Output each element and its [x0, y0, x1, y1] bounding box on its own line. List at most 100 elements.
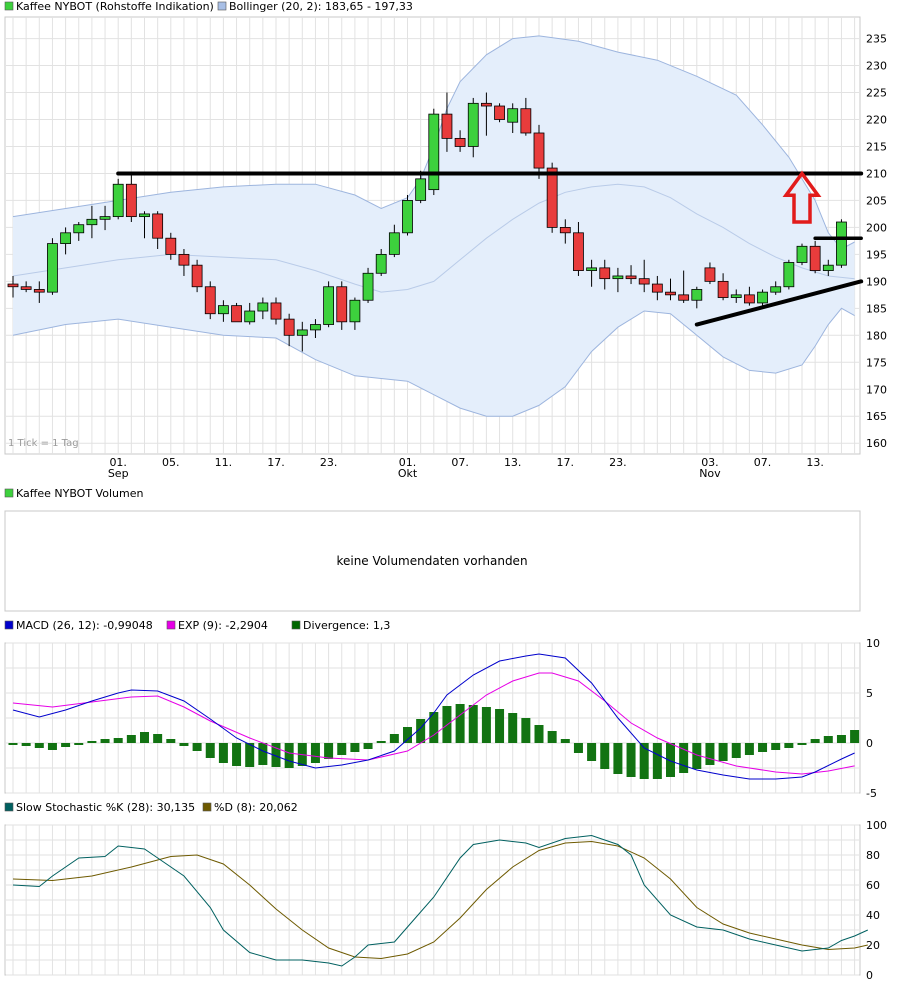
x-tick-label: 07.: [451, 456, 469, 469]
candle-up: [691, 289, 703, 301]
tick-note: 1 Tick = 1 Tag: [8, 438, 79, 449]
divergence-bar: [284, 743, 294, 768]
legend-label: Kaffee NYBOT (Rohstoffe Indikation): [16, 0, 214, 13]
x-tick-month: Okt: [398, 467, 418, 480]
stochastic-d-line: [12, 840, 868, 960]
candle-up: [415, 178, 427, 201]
divergence-bar: [126, 735, 136, 743]
candle-down: [204, 286, 216, 315]
candle-up: [217, 305, 229, 315]
divergence-bar: [521, 718, 531, 743]
divergence-bar: [468, 705, 478, 743]
y-tick-label: 20: [866, 939, 880, 952]
divergence-bar: [47, 743, 57, 750]
y-tick-label: 210: [866, 167, 887, 180]
bollinger-upper-line: [12, 35, 855, 250]
divergence-bar: [823, 736, 833, 743]
divergence-bar: [192, 743, 202, 751]
divergence-bar: [573, 743, 583, 753]
divergence-bar: [337, 743, 347, 755]
candle-down: [625, 275, 637, 280]
volume-legend: Kaffee NYBOT Volumen: [4, 487, 143, 500]
candle-down: [744, 294, 755, 304]
divergence-bar: [74, 743, 84, 745]
candle-down: [638, 278, 650, 285]
divergence-bar: [389, 734, 399, 743]
candle-down: [546, 167, 558, 228]
y-tick-label: 5: [866, 687, 873, 700]
divergence-bars: [8, 704, 860, 779]
divergence-bar: [324, 743, 334, 759]
legend-label: Slow Stochastic %K (28): 30,135: [16, 801, 195, 814]
candle-down: [599, 267, 611, 280]
candle-up: [770, 286, 782, 293]
stochastic-y-axis: 0 20 40 60 80 100: [866, 819, 887, 982]
candle-up: [296, 329, 308, 336]
divergence-bar: [547, 731, 557, 743]
divergence-bar: [758, 743, 768, 752]
macd-legend: MACD (26, 12): -0,99048 EXP (9): -2,2904 D…: [4, 619, 390, 632]
candle-down: [152, 213, 164, 239]
divergence-bar: [271, 743, 281, 767]
x-tick-label: 23.: [320, 456, 338, 469]
y-tick-label: 10: [866, 637, 880, 650]
candle-up: [428, 113, 440, 191]
legend-label: %D (8): 20,062: [214, 801, 298, 814]
divergence-bar: [534, 725, 544, 743]
divergence-bar: [61, 743, 71, 747]
candle-up: [783, 262, 795, 288]
divergence-bar: [350, 743, 360, 752]
candle-down: [494, 105, 505, 120]
divergence-bar: [705, 743, 715, 765]
divergence-bar: [232, 743, 242, 766]
y-tick-label: 180: [866, 329, 887, 342]
divergence-bar: [797, 743, 807, 745]
x-tick-month: Sep: [108, 467, 129, 480]
y-tick-label: 200: [866, 221, 887, 234]
candle-down: [573, 232, 584, 271]
y-tick-label: 205: [866, 194, 887, 207]
legend-swatch: [291, 620, 301, 630]
candle-down: [178, 253, 190, 266]
divergence-bar: [600, 743, 610, 769]
candle-up: [139, 213, 150, 218]
legend-label: Divergence: 1,3: [303, 619, 390, 632]
x-tick-label: 11.: [215, 456, 233, 469]
candle-down: [520, 108, 532, 134]
candle-down: [704, 267, 716, 282]
divergence-bar: [363, 743, 373, 749]
legend-swatch: [4, 802, 14, 812]
divergence-bar: [652, 743, 662, 779]
x-tick-label: 05.: [162, 456, 180, 469]
divergence-bar: [679, 743, 689, 773]
candle-down: [283, 318, 295, 336]
up-arrow: [782, 170, 822, 224]
divergence-bar: [179, 743, 189, 746]
divergence-bar: [666, 743, 675, 777]
candle-down: [33, 289, 45, 293]
divergence-bar: [205, 743, 215, 758]
legend-swatch: [4, 1, 14, 11]
uptrend-line: [694, 279, 864, 327]
candle-down: [651, 283, 663, 293]
volume-plot-frame: [4, 510, 861, 612]
bollinger-lower-line: [12, 307, 855, 417]
candle-up: [388, 232, 400, 255]
divergence-bar: [166, 739, 176, 743]
divergence-bar: [731, 743, 741, 758]
candle-up: [467, 102, 479, 147]
candle-down: [336, 286, 348, 323]
divergence-bar: [153, 734, 163, 743]
y-tick-label: 225: [866, 87, 887, 100]
candle-down: [20, 286, 32, 290]
legend-swatch: [4, 620, 14, 630]
legend-label: EXP (9): -2,2904: [178, 619, 268, 632]
x-tick-label: 17.: [267, 456, 285, 469]
exp-line: [12, 672, 855, 775]
candle-up: [375, 253, 387, 274]
legend-swatch: [202, 802, 212, 812]
divergence-bar: [34, 743, 44, 748]
candle-down: [441, 113, 453, 139]
